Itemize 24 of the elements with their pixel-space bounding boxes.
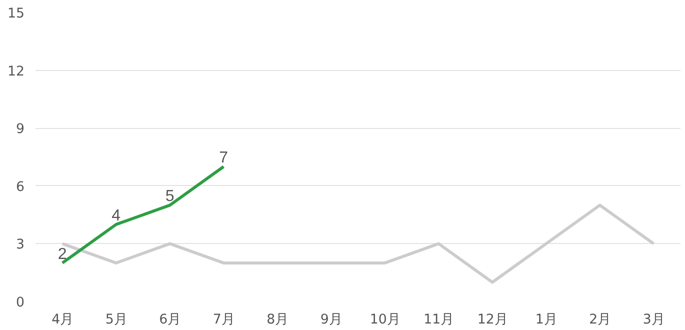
x-tick-label: 11月 [424,312,454,328]
y-tick-label: 0 [16,296,25,310]
x-tick-label: 4月 [52,312,74,328]
x-tick-label: 1月 [535,312,557,328]
x-tick-label: 7月 [212,312,234,328]
y-tick-label: 15 [8,6,25,22]
data-label: 7 [219,150,228,167]
x-tick-label: 5月 [105,312,127,328]
y-tick-label: 12 [8,64,25,80]
x-tick-label: 8月 [266,312,288,328]
x-tick-label: 2月 [589,312,611,328]
line-series [60,204,656,284]
y-tick-label: 9 [16,122,25,138]
data-label: 4 [112,207,121,224]
line-series [60,165,226,264]
x-tick-label: 10月 [370,312,400,328]
x-tick-label: 3月 [642,312,664,328]
data-label: 2 [58,246,67,263]
x-tick-label: 12月 [477,312,508,328]
y-tick-label: 3 [16,238,25,253]
y-tick-label: 6 [16,180,25,195]
x-tick-label: 6月 [159,312,181,328]
x-tick-label: 9月 [320,312,342,328]
data-label: 5 [165,188,174,206]
